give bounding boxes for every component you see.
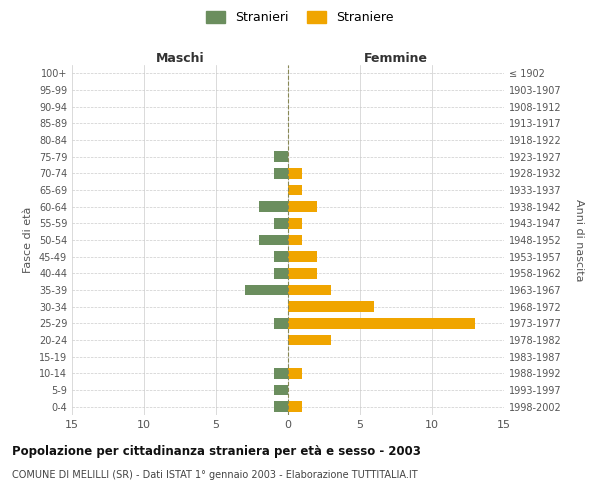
Bar — [288, 251, 317, 262]
Bar — [274, 168, 288, 178]
Bar — [259, 201, 288, 212]
Bar — [245, 284, 288, 296]
Bar — [288, 201, 317, 212]
Bar — [288, 218, 302, 228]
Bar — [288, 368, 302, 379]
Bar — [288, 168, 302, 178]
Bar — [274, 151, 288, 162]
Text: Popolazione per cittadinanza straniera per età e sesso - 2003: Popolazione per cittadinanza straniera p… — [12, 445, 421, 458]
Y-axis label: Anni di nascita: Anni di nascita — [574, 198, 584, 281]
Bar — [274, 268, 288, 279]
Bar — [274, 368, 288, 379]
Bar — [288, 234, 302, 246]
Bar — [288, 401, 302, 412]
Bar — [288, 268, 317, 279]
Bar — [288, 301, 374, 312]
Y-axis label: Fasce di età: Fasce di età — [23, 207, 33, 273]
Bar — [274, 218, 288, 228]
Bar — [259, 234, 288, 246]
Bar — [288, 184, 302, 196]
Bar — [274, 251, 288, 262]
Bar — [288, 318, 475, 329]
Legend: Stranieri, Straniere: Stranieri, Straniere — [202, 6, 398, 29]
Bar — [274, 401, 288, 412]
Bar — [274, 318, 288, 329]
Bar — [288, 334, 331, 345]
Text: COMUNE DI MELILLI (SR) - Dati ISTAT 1° gennaio 2003 - Elaborazione TUTTITALIA.IT: COMUNE DI MELILLI (SR) - Dati ISTAT 1° g… — [12, 470, 418, 480]
Bar — [274, 384, 288, 396]
Bar — [288, 284, 331, 296]
Text: Maschi: Maschi — [155, 52, 205, 65]
Text: Femmine: Femmine — [364, 52, 428, 65]
